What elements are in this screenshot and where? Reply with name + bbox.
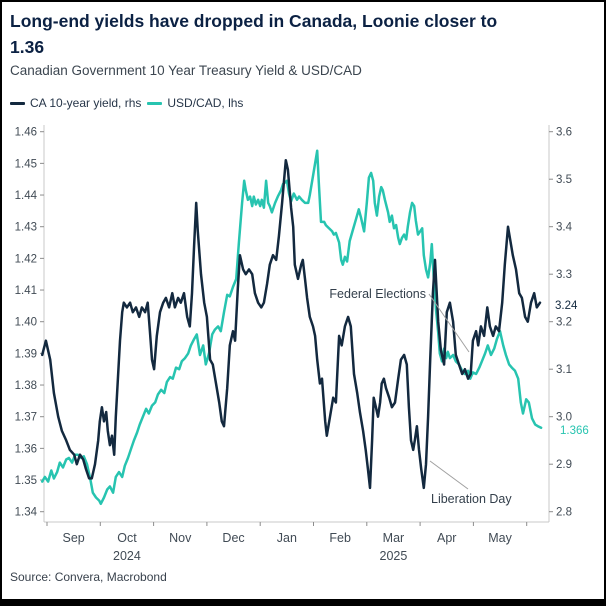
data-label-3.24: 3.24 bbox=[555, 300, 578, 312]
left-axis-tick-label: 1.34 bbox=[15, 507, 38, 519]
series-line-usdcad bbox=[40, 149, 543, 506]
left-axis-tick-label: 1.35 bbox=[15, 475, 37, 487]
data-label-bg bbox=[556, 422, 596, 437]
x-axis-month-label: Dec bbox=[222, 531, 244, 545]
right-axis-tick-label: 3.5 bbox=[556, 174, 572, 186]
x-axis-month-label: Nov bbox=[169, 531, 192, 545]
right-axis-tick-label: 2.9 bbox=[556, 459, 572, 471]
right-axis-tick-label: 3.4 bbox=[556, 222, 573, 234]
x-axis-year-label: 2025 bbox=[380, 549, 408, 563]
legend-item-ca-10-year-yield: CA 10-year yield, rhs bbox=[10, 96, 141, 110]
right-axis-tick-label: 3.6 bbox=[556, 127, 572, 139]
x-axis-month-label: Apr bbox=[437, 531, 456, 545]
x-axis-month-label: Sep bbox=[63, 531, 85, 545]
right-axis-tick-label: 3.0 bbox=[556, 412, 572, 424]
annotation-leader-line bbox=[429, 460, 469, 490]
annotation-leader-line bbox=[428, 293, 470, 353]
left-axis-tick-label: 1.37 bbox=[15, 412, 37, 424]
data-label-1.366: 1.366 bbox=[560, 425, 589, 437]
right-axis-tick-label: 3.2 bbox=[556, 317, 572, 329]
left-axis-tick-label: 1.41 bbox=[15, 285, 37, 297]
legend-label-usdcad: USD/CAD, lhs bbox=[167, 96, 244, 110]
left-axis-tick-label: 1.40 bbox=[15, 317, 37, 329]
x-axis-month-label: Oct bbox=[117, 531, 137, 545]
right-axis-tick-label: 3.1 bbox=[556, 364, 572, 376]
title-line-1: Long-end yields have dropped in Canada, … bbox=[10, 11, 498, 31]
annotation-liberation-day: Liberation Day bbox=[431, 492, 512, 506]
series-line-ca-10-year-yield bbox=[40, 158, 542, 490]
legend-item-usdcad: USD/CAD, lhs bbox=[147, 96, 243, 110]
left-axis-tick-label: 1.46 bbox=[15, 127, 37, 139]
left-axis-tick-label: 1.45 bbox=[15, 158, 37, 170]
legend-label-ca-10-year-yield: CA 10-year yield, rhs bbox=[30, 96, 142, 110]
right-axis-tick-label: 3.3 bbox=[556, 269, 572, 281]
x-axis-month-label: Jan bbox=[277, 531, 297, 545]
x-axis-year-label: 2024 bbox=[113, 549, 141, 563]
x-axis-month-label: May bbox=[488, 531, 512, 545]
legend-dash-navy-icon bbox=[10, 101, 25, 105]
right-axis-tick-label: 2.8 bbox=[556, 507, 572, 519]
source-note: Source: Convera, Macrobond bbox=[10, 570, 167, 584]
left-axis-tick-label: 1.43 bbox=[15, 222, 37, 234]
legend-dash-teal-icon bbox=[147, 101, 163, 105]
legend: CA 10-year yield, rhs USD/CAD, lhs bbox=[10, 96, 243, 110]
left-axis-tick-label: 1.36 bbox=[15, 443, 37, 455]
chart-svg: 1.46 1.45 1.44 1.43 1.42 1.41 1.40 1.39 1.38 1.37… bbox=[15, 125, 596, 563]
left-axis-tick-label: 1.39 bbox=[15, 348, 37, 360]
left-axis-tick-label: 1.38 bbox=[15, 380, 37, 392]
page-title: Long-end yields have dropped in Canada, … bbox=[10, 8, 590, 60]
x-axis-month-label: Feb bbox=[329, 531, 351, 545]
left-axis-tick-label: 1.42 bbox=[15, 253, 37, 265]
annotation-federal-elections: Federal Elections bbox=[329, 287, 426, 301]
chart-subtitle: Canadian Government 10 Year Treasury Yie… bbox=[10, 63, 362, 78]
x-axis-month-label: Mar bbox=[383, 531, 405, 545]
title-line-2: 1.36 bbox=[10, 37, 45, 57]
left-axis-tick-label: 1.44 bbox=[15, 190, 38, 202]
